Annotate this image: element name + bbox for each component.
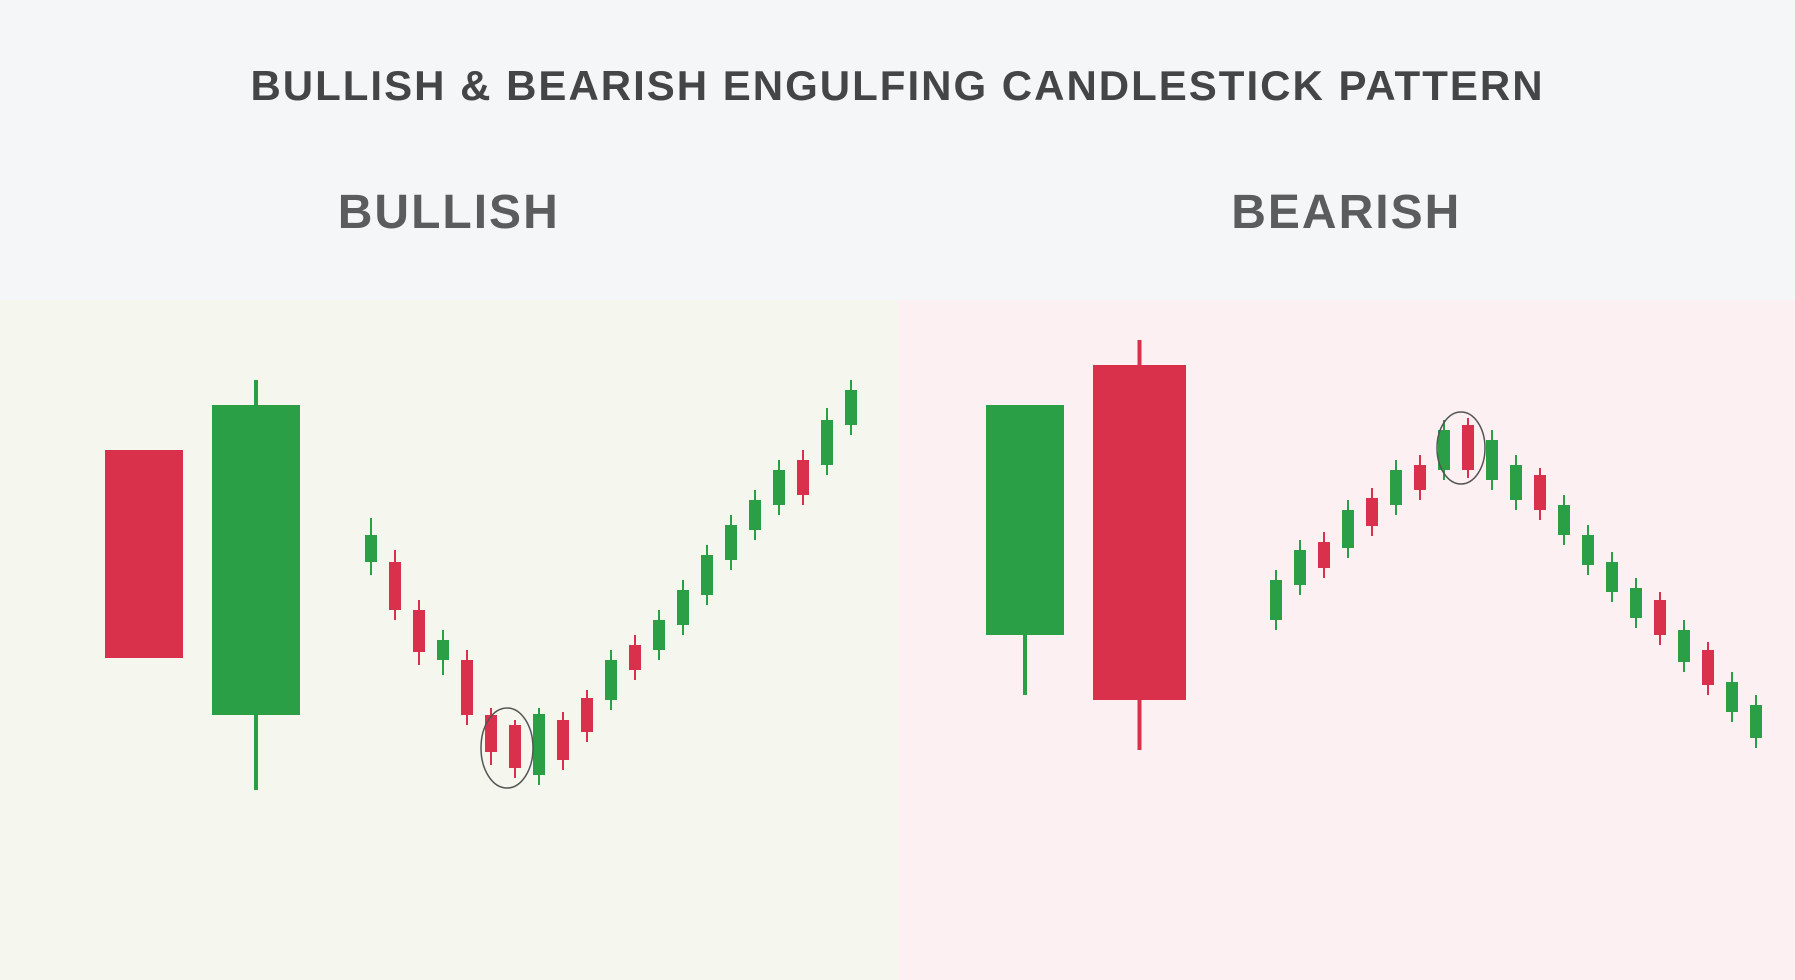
mini-candle-body xyxy=(1630,588,1642,618)
mini-candle-body xyxy=(677,590,689,625)
mini-candle-body xyxy=(797,460,809,495)
mini-candle-body xyxy=(1606,562,1618,592)
mini-candle-body xyxy=(1510,465,1522,500)
header-band: BULLISH & BEARISH ENGULFING CANDLESTICK … xyxy=(0,0,1795,300)
mini-candle-body xyxy=(1390,470,1402,505)
left-chart-svg xyxy=(0,300,898,980)
mini-candle-body xyxy=(1462,425,1474,470)
right-subtitle: BEARISH xyxy=(898,185,1795,240)
mini-candle-body xyxy=(1582,535,1594,565)
mini-candle-body xyxy=(1654,600,1666,635)
mini-candle-body xyxy=(605,660,617,700)
mini-candle-body xyxy=(749,500,761,530)
mini-candle-body xyxy=(461,660,473,715)
mini-candle-body xyxy=(1726,682,1738,712)
mini-candle-body xyxy=(557,720,569,760)
mini-candle-body xyxy=(533,714,545,775)
mini-candle-body xyxy=(509,725,521,768)
mini-candle-body xyxy=(437,640,449,660)
mini-candle-body xyxy=(1534,475,1546,510)
mini-candle-body xyxy=(389,562,401,610)
subtitle-row: BULLISH BEARISH xyxy=(0,185,1795,240)
mini-candle-body xyxy=(701,555,713,595)
bullish-panel xyxy=(0,300,898,980)
mini-candle-body xyxy=(413,610,425,652)
bearish-panel xyxy=(898,300,1795,980)
mini-candle-body xyxy=(1414,465,1426,490)
mini-candle-body xyxy=(1270,580,1282,620)
mini-candle-body xyxy=(653,620,665,650)
mini-candle-body xyxy=(1294,550,1306,585)
mini-candle-body xyxy=(1678,630,1690,662)
big-candle-body xyxy=(986,405,1064,635)
big-candle-body xyxy=(105,450,183,658)
mini-candle-body xyxy=(773,470,785,505)
mini-candle-body xyxy=(1486,440,1498,480)
panels-row xyxy=(0,300,1795,980)
mini-candle-body xyxy=(725,525,737,560)
page-title: BULLISH & BEARISH ENGULFING CANDLESTICK … xyxy=(0,0,1795,110)
mini-candle-body xyxy=(581,698,593,732)
mini-candle-body xyxy=(629,645,641,670)
mini-candle-body xyxy=(1750,705,1762,738)
mini-candle-body xyxy=(1342,510,1354,548)
big-candle-body xyxy=(1093,365,1186,700)
mini-candle-body xyxy=(1702,650,1714,685)
mini-candle-body xyxy=(485,715,497,752)
mini-candle-body xyxy=(1366,498,1378,526)
right-chart-svg xyxy=(898,300,1795,980)
left-subtitle: BULLISH xyxy=(0,185,898,240)
page-root: BULLISH & BEARISH ENGULFING CANDLESTICK … xyxy=(0,0,1795,980)
mini-candle-body xyxy=(845,390,857,425)
mini-candle-body xyxy=(821,420,833,465)
mini-candle-body xyxy=(1318,542,1330,568)
mini-candle-body xyxy=(1558,505,1570,535)
mini-candle-body xyxy=(365,535,377,562)
big-candle-body xyxy=(212,405,300,715)
